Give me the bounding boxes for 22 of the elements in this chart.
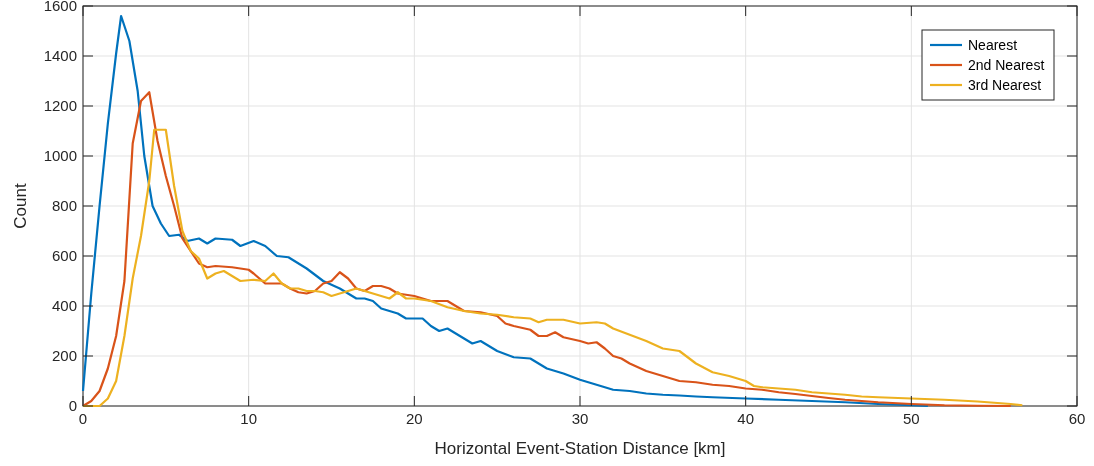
x-tick-label: 10 <box>240 410 258 427</box>
x-tick-label: 40 <box>737 410 755 427</box>
y-tick-label: 600 <box>51 247 77 264</box>
x-tick-label: 50 <box>902 410 920 427</box>
y-tick-label: 800 <box>51 197 77 214</box>
y-tick-label: 200 <box>51 347 77 364</box>
y-tick-label: 1600 <box>43 0 77 14</box>
y-tick-label: 400 <box>51 297 77 314</box>
y-axis-title: Count <box>11 183 30 229</box>
x-axis-title: Horizontal Event-Station Distance [km] <box>434 439 726 458</box>
x-tick-label: 20 <box>405 410 423 427</box>
line-series <box>81 14 929 408</box>
legend-label: Nearest <box>968 37 1018 53</box>
x-tick-label: 30 <box>571 410 589 427</box>
y-tick-label: 1400 <box>43 47 77 64</box>
y-tick-label: 1000 <box>43 147 77 164</box>
legend-label: 2nd Nearest <box>968 57 1045 73</box>
legend-label: 3rd Nearest <box>968 77 1042 93</box>
y-tick-label: 0 <box>68 397 77 414</box>
x-tick-label: 60 <box>1068 410 1086 427</box>
y-tick-label: 1200 <box>43 97 77 114</box>
x-tick-label: 0 <box>78 410 88 427</box>
